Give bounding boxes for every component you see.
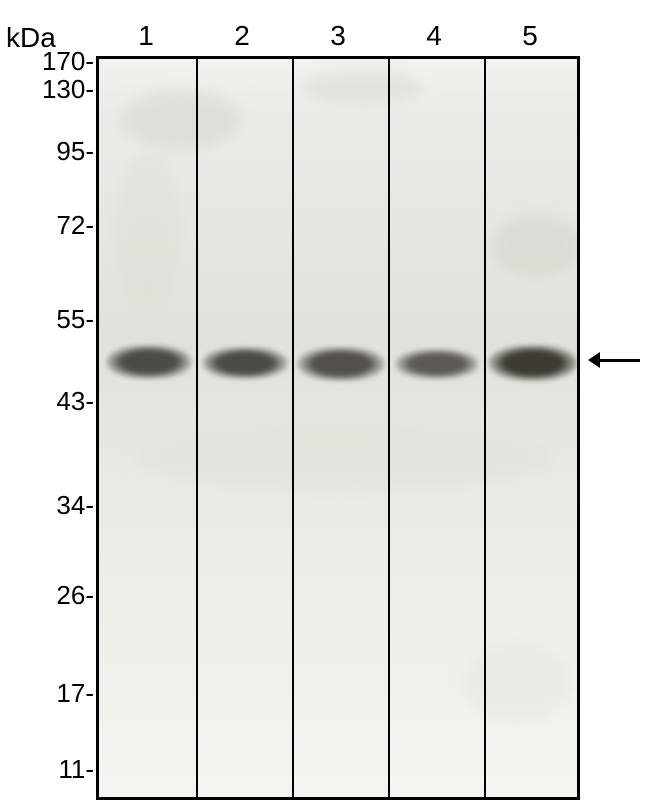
mw-marker-label: 170- (42, 46, 94, 77)
blot-smudge (463, 643, 573, 723)
mw-marker-label: 34- (56, 490, 94, 521)
lane-number-label: 2 (234, 20, 250, 52)
blot-smudge (491, 213, 580, 277)
lane-number-label: 1 (138, 20, 154, 52)
mw-marker-label: 130- (42, 74, 94, 105)
protein-band (297, 347, 385, 381)
lane-divider (196, 59, 198, 797)
arrow-shaft (600, 359, 640, 362)
mw-marker-label: 95- (56, 136, 94, 167)
arrow-head-icon (588, 352, 600, 368)
mw-marker-label: 17- (56, 678, 94, 709)
lane-number-label: 3 (330, 20, 346, 52)
lane-divider (484, 59, 486, 797)
mw-marker-label: 55- (56, 304, 94, 335)
blot-smudge (303, 69, 423, 105)
protein-band (395, 349, 479, 379)
protein-band (202, 347, 288, 379)
lane-number-label: 5 (522, 20, 538, 52)
mw-marker-label: 43- (56, 386, 94, 417)
lane-divider (292, 59, 294, 797)
blot-smudge (113, 153, 183, 313)
blot-smudge (121, 89, 241, 149)
blot-membrane-frame (96, 56, 580, 800)
protein-band (488, 345, 578, 381)
mw-marker-label: 26- (56, 580, 94, 611)
lane-divider (388, 59, 390, 797)
band-indicator-arrow (588, 352, 640, 368)
lane-number-label: 4 (426, 20, 442, 52)
western-blot-figure: kDa 170-130-95-72-55-43-34-26-17-11- 123… (0, 0, 650, 812)
mw-marker-label: 72- (56, 210, 94, 241)
mw-marker-label: 11- (58, 754, 94, 785)
protein-band (106, 345, 192, 379)
